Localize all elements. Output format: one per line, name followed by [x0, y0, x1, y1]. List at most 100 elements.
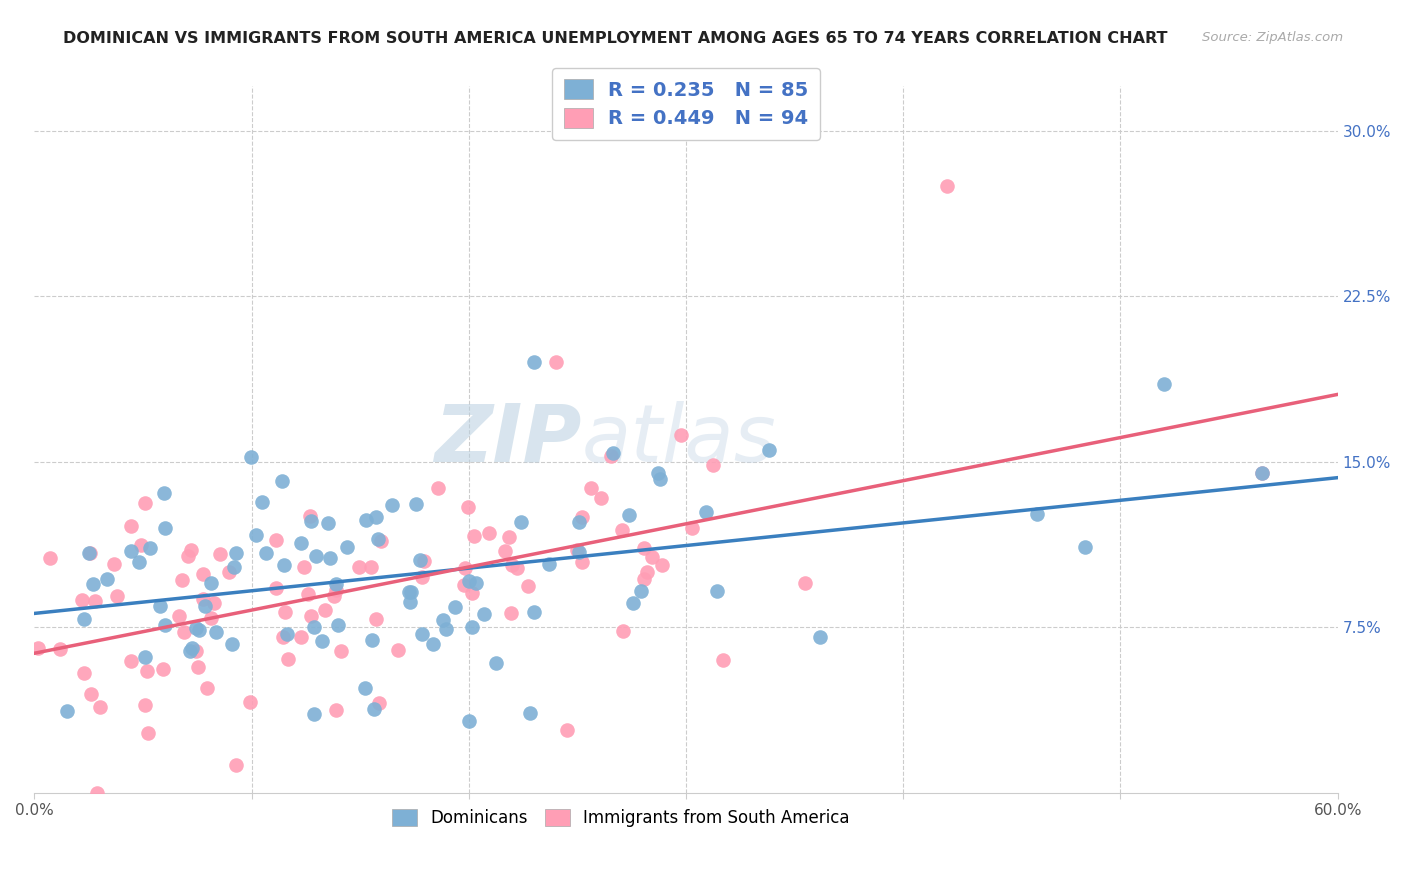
Point — [398, 584, 420, 599]
Point — [519, 706, 541, 721]
Point — [177, 549, 200, 563]
Point — [498, 530, 520, 544]
Point — [506, 561, 529, 575]
Point — [647, 466, 669, 480]
Point — [120, 519, 142, 533]
Point — [706, 583, 728, 598]
Point — [290, 630, 312, 644]
Point — [641, 549, 664, 564]
Point — [501, 558, 523, 572]
Legend: Dominicans, Immigrants from South America: Dominicans, Immigrants from South Americ… — [385, 802, 856, 834]
Point — [568, 516, 591, 530]
Point — [96, 572, 118, 586]
Point — [299, 515, 322, 529]
Point — [422, 637, 444, 651]
Point — [264, 581, 287, 595]
Point — [225, 546, 247, 560]
Point — [1250, 466, 1272, 480]
Point — [153, 521, 176, 535]
Point — [619, 508, 641, 522]
Point — [305, 549, 328, 563]
Point — [434, 622, 457, 636]
Point — [82, 577, 104, 591]
Point — [205, 625, 228, 640]
Point — [245, 527, 267, 541]
Point — [273, 558, 295, 573]
Point — [523, 355, 546, 369]
Point — [27, 641, 49, 656]
Point — [516, 579, 538, 593]
Point — [363, 702, 385, 716]
Point — [49, 641, 72, 656]
Point — [537, 557, 560, 571]
Point — [292, 560, 315, 574]
Point — [73, 665, 96, 680]
Point — [523, 605, 546, 619]
Point — [79, 546, 101, 560]
Point — [131, 538, 153, 552]
Point — [411, 570, 433, 584]
Point — [427, 481, 450, 495]
Point — [136, 664, 159, 678]
Point — [89, 700, 111, 714]
Point — [758, 442, 780, 457]
Point — [413, 554, 436, 568]
Point — [361, 632, 384, 647]
Point — [367, 696, 389, 710]
Point — [155, 618, 177, 632]
Point — [713, 653, 735, 667]
Point — [80, 687, 103, 701]
Point — [494, 544, 516, 558]
Point — [152, 662, 174, 676]
Point — [316, 516, 339, 530]
Point — [319, 551, 342, 566]
Point — [120, 654, 142, 668]
Point — [179, 644, 201, 658]
Point — [347, 559, 370, 574]
Point — [681, 521, 703, 535]
Point — [568, 545, 591, 559]
Point — [202, 597, 225, 611]
Point — [381, 498, 404, 512]
Point — [367, 532, 389, 546]
Point — [461, 586, 484, 600]
Point — [271, 475, 294, 489]
Point — [224, 560, 246, 574]
Text: ZIP: ZIP — [434, 401, 582, 478]
Point — [602, 446, 624, 460]
Point — [364, 612, 387, 626]
Point — [458, 714, 481, 729]
Point — [330, 644, 353, 658]
Point — [134, 698, 156, 712]
Point — [128, 555, 150, 569]
Point — [136, 726, 159, 740]
Point — [299, 608, 322, 623]
Point — [218, 565, 240, 579]
Point — [702, 458, 724, 472]
Point — [600, 450, 623, 464]
Point — [360, 559, 382, 574]
Point — [463, 529, 485, 543]
Point — [77, 546, 100, 560]
Point — [633, 572, 655, 586]
Point — [187, 623, 209, 637]
Point — [457, 500, 479, 515]
Point — [808, 630, 831, 644]
Point — [264, 533, 287, 548]
Point — [633, 541, 655, 556]
Point — [323, 589, 346, 603]
Point — [191, 567, 214, 582]
Point — [648, 472, 671, 486]
Point — [432, 613, 454, 627]
Point — [325, 703, 347, 717]
Point — [180, 543, 202, 558]
Point — [83, 594, 105, 608]
Point — [610, 524, 633, 538]
Point — [134, 649, 156, 664]
Text: atlas: atlas — [582, 401, 776, 478]
Point — [225, 758, 247, 772]
Point — [311, 634, 333, 648]
Point — [458, 574, 481, 588]
Point — [39, 551, 62, 566]
Point — [325, 577, 347, 591]
